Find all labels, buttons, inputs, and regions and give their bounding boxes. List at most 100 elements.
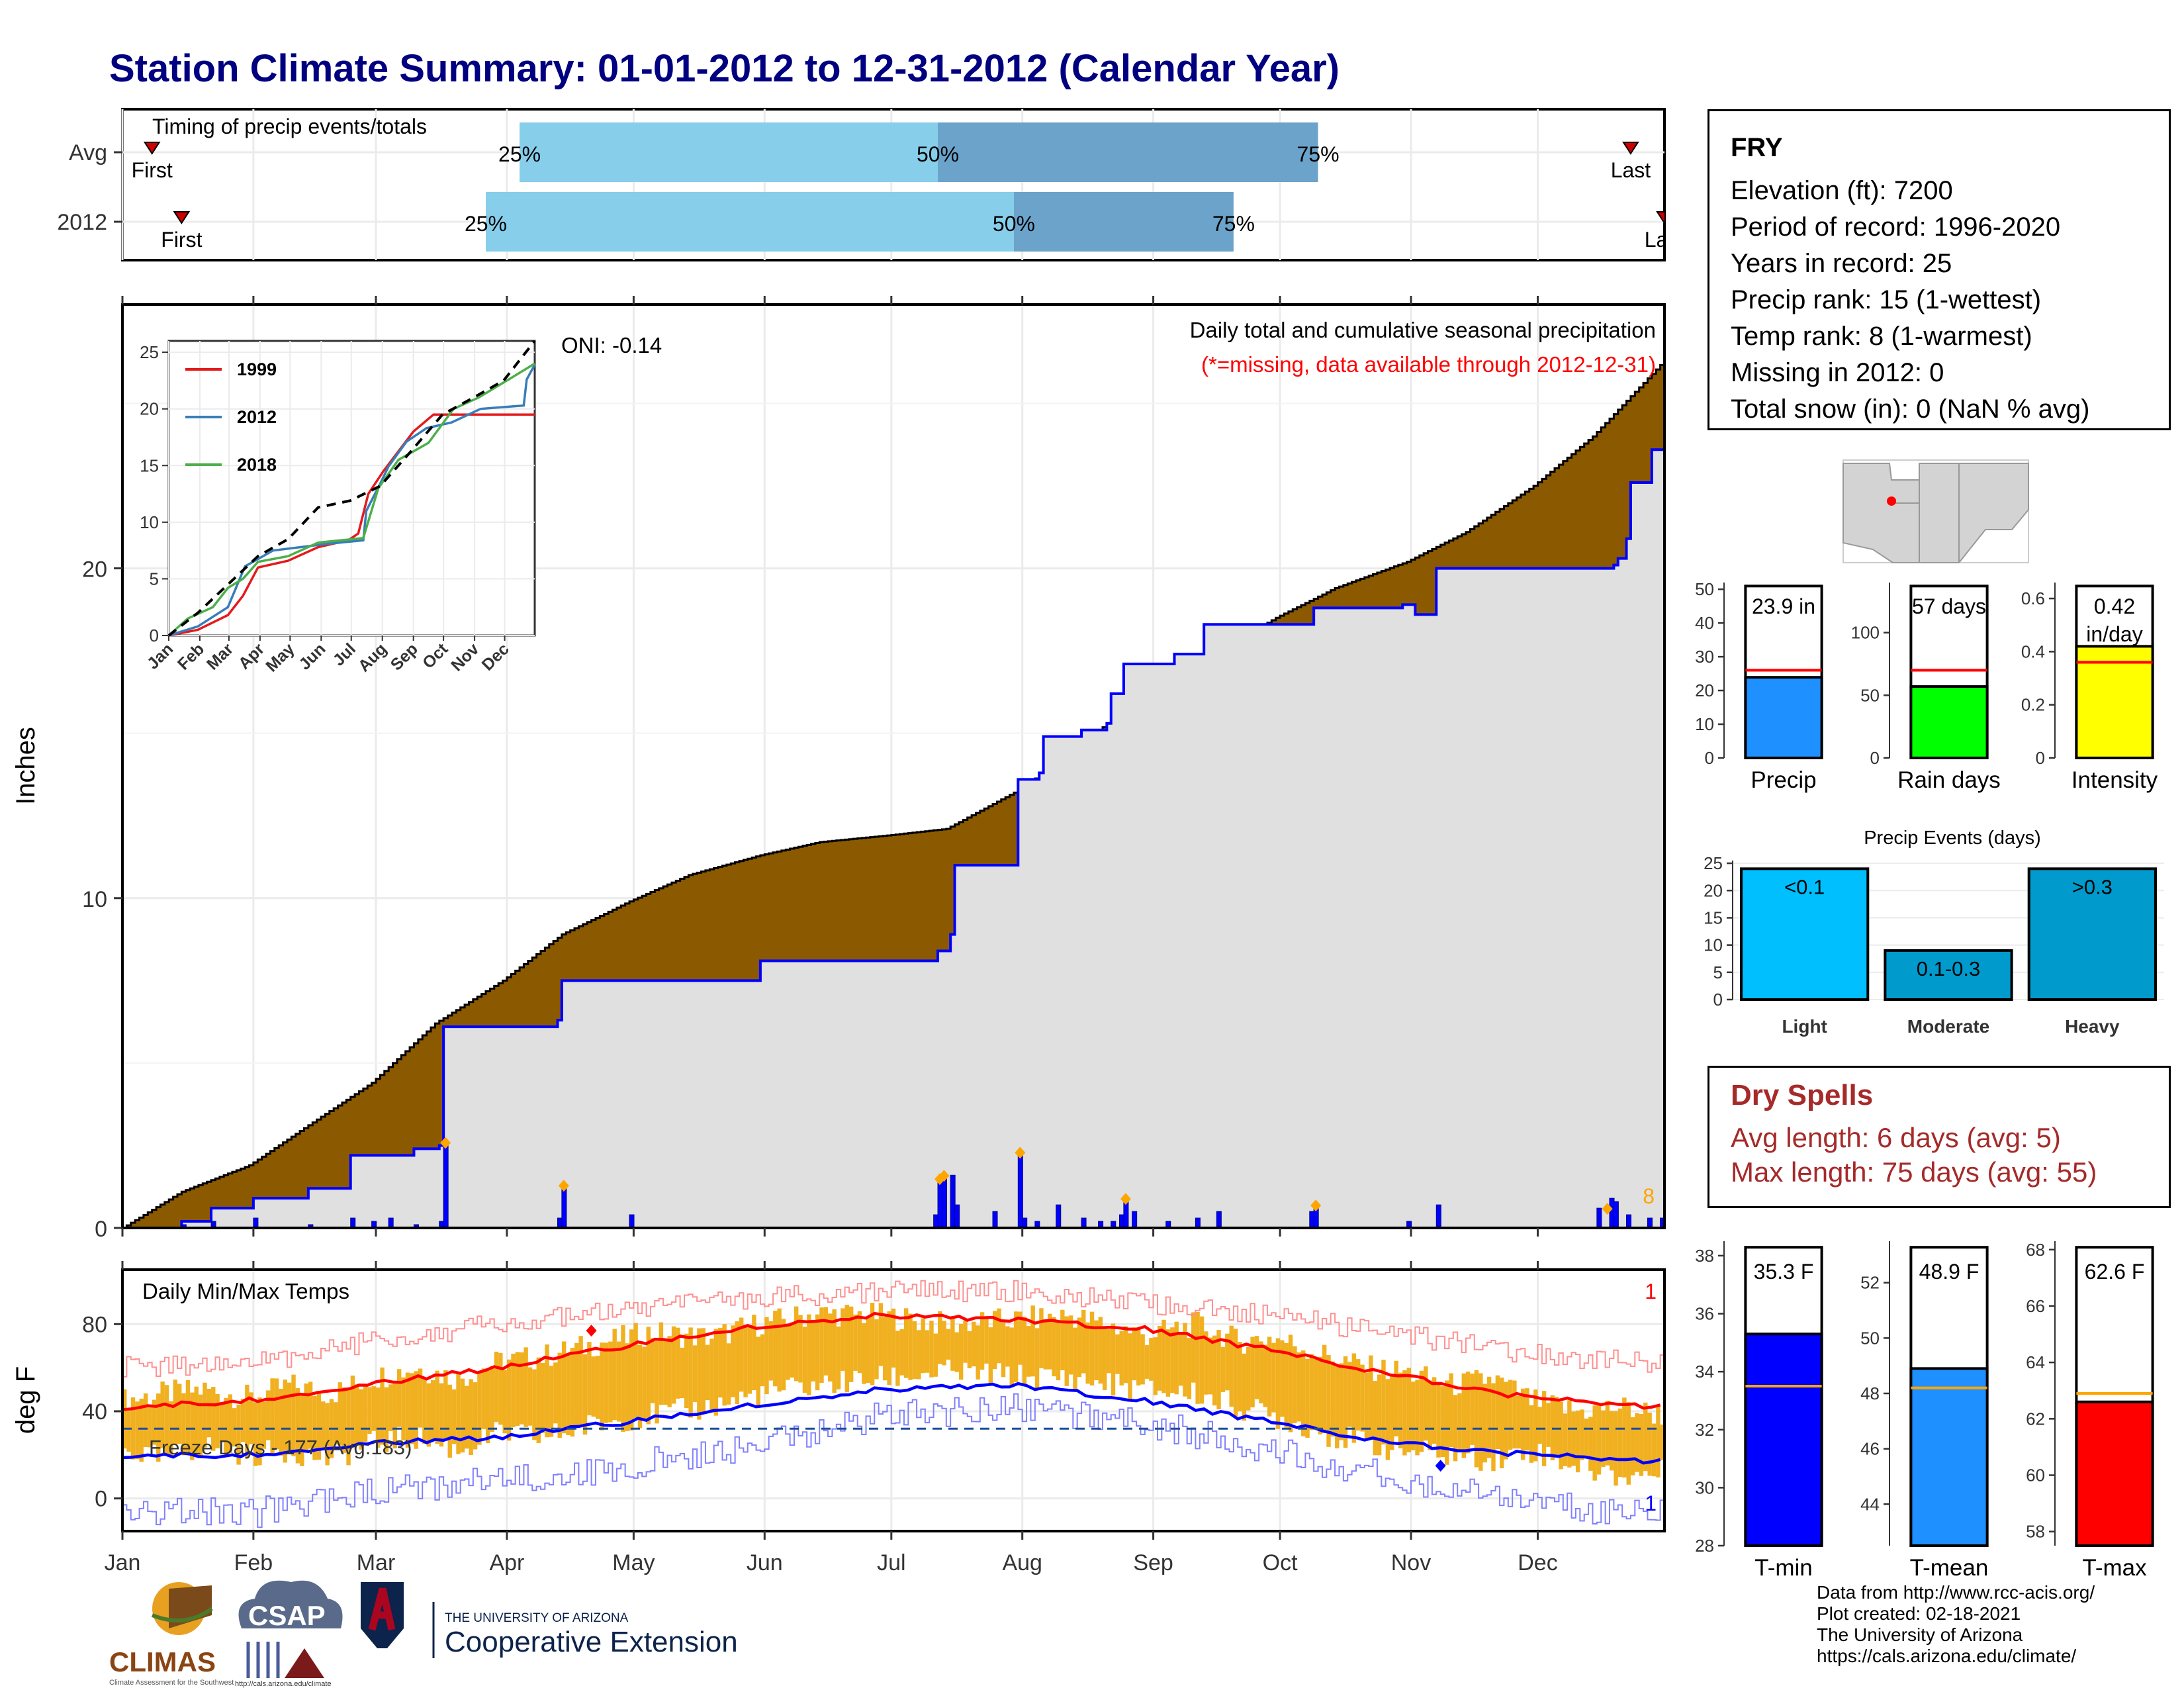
mini-value-bar [2075, 645, 2154, 760]
daily-temp-bar [819, 1307, 824, 1383]
daily-temp-bar [1614, 1411, 1618, 1486]
mini-ytick-label: 58 [2026, 1522, 2045, 1542]
daily-precip-bar [629, 1214, 635, 1229]
daily-temp-bar [997, 1308, 1001, 1364]
daily-temp-bar [1453, 1395, 1458, 1462]
temperature-chart: Freeze Days - 177 (Avg:183) Daily Min/Max… [11, 1261, 1666, 1575]
station-name: FRY [1731, 133, 1783, 162]
daily-temp-bar [473, 1382, 478, 1450]
daily-temp-bar [502, 1370, 507, 1434]
daily-temp-bar [938, 1311, 942, 1364]
daily-temp-bar [338, 1382, 342, 1446]
daily-temp-bar [291, 1374, 296, 1456]
station-info-box: FRY Elevation (ft): 7200 Period of recor… [1707, 109, 2171, 430]
corner-count: 8 [1643, 1184, 1655, 1208]
daily-temp-bar [942, 1321, 946, 1366]
daily-temp-bar [1048, 1313, 1052, 1370]
month-label: Dec [1518, 1550, 1557, 1575]
daily-temp-bar [600, 1342, 604, 1430]
daily-temp-bar [1191, 1312, 1196, 1383]
daily-temp-bar [122, 1389, 127, 1449]
daily-temp-bar [1588, 1417, 1593, 1471]
mini-ytick-label: 100 [1851, 623, 1880, 643]
mini-value-bar [2075, 1400, 2154, 1548]
timing-last-marker [1656, 211, 1664, 224]
daily-temp-bar [1486, 1376, 1492, 1458]
inset-ytick-label: 10 [140, 512, 159, 532]
daily-temp-bar [1208, 1337, 1212, 1395]
record-day-marker [440, 1137, 451, 1149]
daily-temp-bar [1153, 1337, 1158, 1395]
timing-first-label: First [161, 228, 202, 252]
daily-temp-bar [532, 1369, 537, 1440]
month-label: May [612, 1550, 655, 1575]
daily-temp-bar [334, 1402, 338, 1445]
daily-temp-bar [274, 1378, 279, 1449]
daily-temp-bar [173, 1380, 178, 1445]
inset-ytick-label: 5 [150, 569, 159, 588]
daily-temp-bar [261, 1401, 267, 1449]
daily-temp-bar [536, 1357, 541, 1443]
daily-temp-bar [646, 1327, 651, 1425]
csap-logo-text: CSAP [248, 1600, 326, 1631]
daily-temp-bar [236, 1404, 241, 1465]
events-category-label: Light [1782, 1016, 1827, 1037]
inset-ytick-label: 25 [140, 342, 159, 362]
daily-temp-bar [1660, 1424, 1664, 1460]
daily-temp-bar [1550, 1395, 1555, 1460]
mini-ytick-label: 36 [1695, 1304, 1714, 1324]
month-label: Jul [877, 1550, 905, 1575]
daily-temp-bar [1351, 1353, 1357, 1443]
daily-temp-bar [963, 1321, 968, 1363]
daily-temp-bar [972, 1321, 976, 1367]
daily-temp-bar [494, 1351, 499, 1423]
daily-temp-bar [283, 1380, 287, 1463]
credits-source: Data from http://www.rcc-acis.org/ [1817, 1582, 2095, 1603]
credits: Data from http://www.rcc-acis.org/ Plot … [1817, 1582, 2095, 1667]
daily-temp-bar [1335, 1365, 1340, 1448]
daily-temp-bar [1034, 1328, 1040, 1390]
daily-temp-bar [887, 1311, 891, 1385]
daily-temp-bar [1639, 1414, 1644, 1476]
mini-ytick-label: 28 [1695, 1536, 1714, 1556]
daily-temp-bar [659, 1322, 664, 1405]
daily-temp-bar [1170, 1327, 1175, 1393]
daily-temp-bar [371, 1386, 377, 1431]
mini-ytick-label: 50 [1860, 685, 1880, 705]
station-location-dot [1887, 496, 1896, 506]
mini-ytick-label: 50 [1695, 579, 1714, 599]
month-label: Oct [1263, 1550, 1298, 1575]
daily-temp-bar [870, 1302, 875, 1385]
mini-ytick-label: 32 [1695, 1420, 1714, 1440]
temp-frame [121, 1268, 1666, 1532]
daily-temp-bar [439, 1383, 444, 1447]
daily-temp-bar [790, 1322, 795, 1378]
daily-temp-bar [688, 1327, 693, 1418]
daily-temp-bar [612, 1329, 617, 1421]
daily-temp-bar [1089, 1311, 1095, 1385]
daily-temp-bar [815, 1314, 820, 1391]
daily-temp-bar [1161, 1319, 1166, 1393]
month-label: Aug [1002, 1550, 1042, 1575]
inset-legend-label: 1999 [237, 359, 277, 379]
daily-temp-bar [1617, 1408, 1623, 1477]
timing-first-marker [143, 142, 161, 155]
daily-temp-bar [578, 1336, 583, 1427]
daily-temp-bar [925, 1330, 930, 1373]
daily-temp-bar [794, 1306, 799, 1382]
daily-precip-bar [443, 1145, 449, 1229]
daily-temp-bar [697, 1328, 702, 1420]
daily-temp-bar [1377, 1374, 1382, 1456]
mini-category-label: T-max [2082, 1555, 2147, 1581]
dry-spells-avg: Avg length: 6 days (avg: 5) [1731, 1122, 2061, 1153]
daily-temp-bar [899, 1329, 904, 1376]
daily-precip-bar [1647, 1217, 1653, 1229]
daily-temp-bar [692, 1345, 698, 1403]
daily-temp-bar [257, 1397, 262, 1466]
daily-temp-bar [1183, 1323, 1187, 1397]
daily-temp-bar [866, 1317, 870, 1383]
inset-ytick-label: 15 [140, 455, 159, 475]
daily-temp-bar [979, 1312, 985, 1370]
timing-bar-25-50 [485, 192, 1014, 252]
inset-ytick-label: 20 [140, 399, 159, 419]
